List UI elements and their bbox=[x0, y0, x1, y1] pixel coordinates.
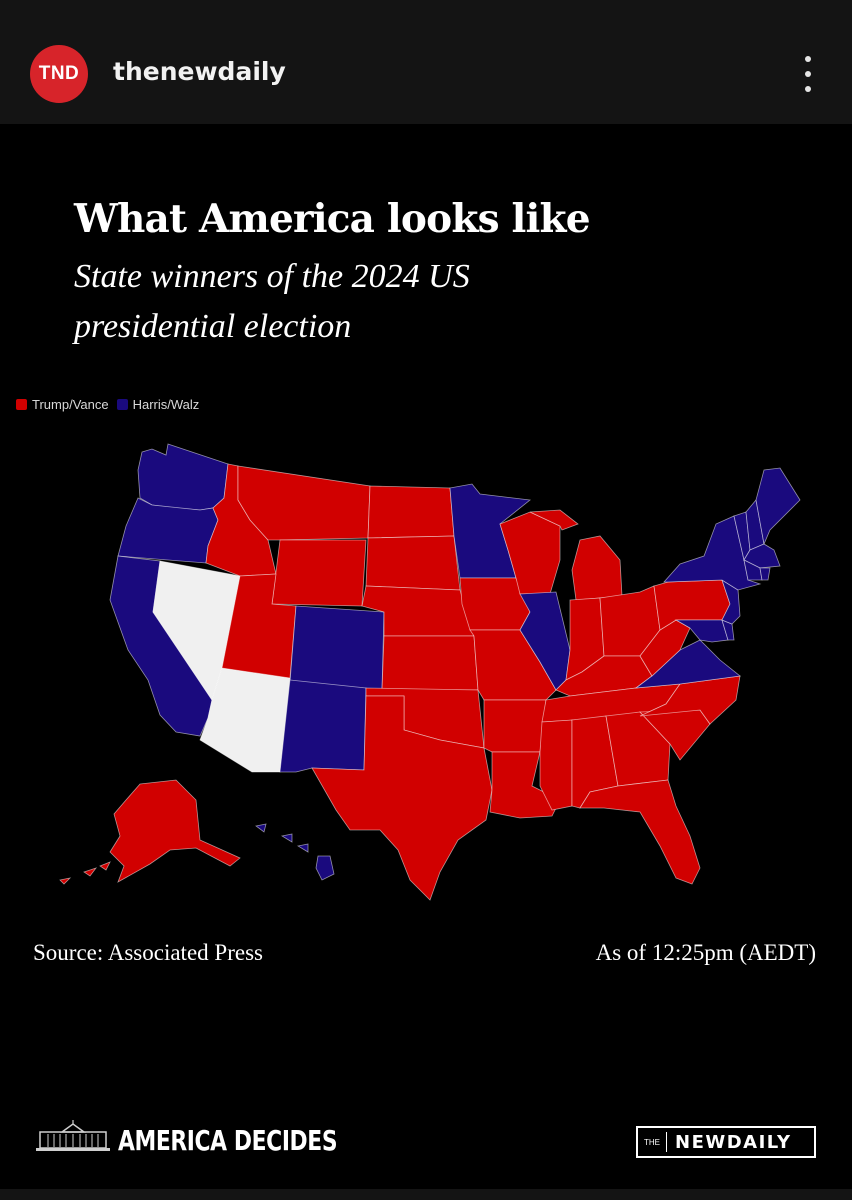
state-rhode-island bbox=[759, 567, 771, 581]
more-vertical-icon[interactable] bbox=[796, 56, 820, 92]
legend-swatch-blue bbox=[116, 398, 128, 410]
post-header: TND thenewdaily bbox=[0, 0, 852, 124]
state-washington bbox=[137, 443, 229, 511]
state-alaska bbox=[109, 779, 241, 883]
state-arkansas bbox=[483, 699, 547, 753]
state-north-dakota bbox=[367, 485, 455, 539]
state-colorado bbox=[289, 605, 385, 691]
state-montana bbox=[237, 465, 371, 541]
state-new-mexico bbox=[279, 679, 367, 773]
avatar-text: TND bbox=[38, 63, 80, 84]
america-decides-brand: AMERICA DECIDES bbox=[118, 1124, 338, 1157]
legend-label-harris: Harris/Walz bbox=[132, 396, 200, 412]
state-florida bbox=[579, 779, 701, 885]
legend-label-trump: Trump/Vance bbox=[32, 396, 109, 412]
logo-divider bbox=[666, 1132, 667, 1152]
map-legend: Trump/Vance Harris/Walz bbox=[16, 394, 207, 414]
newdaily-logo: THE NEWDAILY bbox=[636, 1126, 816, 1158]
account-avatar[interactable]: TND bbox=[30, 45, 88, 103]
state-north-carolina bbox=[639, 675, 741, 725]
account-name[interactable]: thenewdaily bbox=[113, 57, 286, 86]
map-headline: What America looks like bbox=[74, 196, 591, 242]
state-wyoming bbox=[271, 539, 367, 607]
timestamp: As of 12:25pm (AEDT) bbox=[595, 940, 816, 965]
state-maine bbox=[755, 467, 801, 546]
state-hawaii bbox=[255, 823, 335, 881]
legend-item-harris: Harris/Walz bbox=[116, 396, 200, 412]
legend-swatch-red bbox=[16, 398, 27, 410]
alaska-islands bbox=[59, 861, 111, 885]
source-credit: Source: Associated Press bbox=[33, 940, 263, 965]
bottom-bar bbox=[0, 1189, 852, 1200]
state-kansas bbox=[381, 635, 479, 691]
logo-the: THE bbox=[644, 1137, 660, 1147]
logo-name: NEWDAILY bbox=[675, 1131, 792, 1153]
state-louisiana bbox=[489, 751, 561, 819]
legend-item-trump: Trump/Vance bbox=[16, 397, 109, 412]
state-texas bbox=[311, 695, 493, 901]
map-subhead: State winners of the 2024 US presidentia… bbox=[74, 258, 470, 345]
white-house-icon bbox=[36, 1120, 110, 1151]
state-georgia bbox=[605, 711, 671, 787]
state-south-dakota bbox=[365, 535, 461, 591]
